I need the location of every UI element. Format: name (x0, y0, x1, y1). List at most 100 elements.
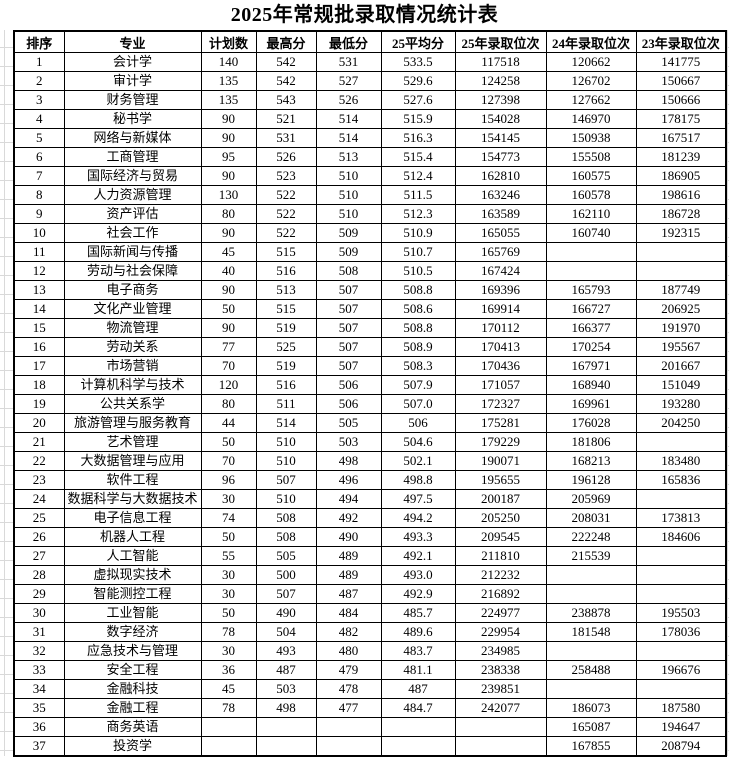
table-cell: 96 (200, 470, 257, 490)
table-cell: 480 (315, 641, 382, 661)
table-cell: 485.7 (380, 603, 456, 623)
table-row: 5 网络与新媒体 90 531 514 516.3 154145 150938 167517 (13, 128, 727, 148)
table-cell: 522 (255, 185, 317, 205)
table-cell: 181548 (545, 622, 637, 642)
table-cell: 498 (315, 451, 382, 471)
table-row: 3 财务管理 135 543 526 527.6 127398 127662 150666 (13, 90, 727, 110)
table-cell: 物流管理 (63, 318, 202, 338)
table-cell (545, 584, 637, 604)
table-cell: 170112 (454, 318, 547, 338)
table-cell: 120662 (545, 52, 637, 72)
table-cell: 513 (255, 280, 317, 300)
table-cell (454, 717, 547, 737)
table-row: 27 人工智能 55 505 489 492.1 211810 215539 (13, 546, 727, 566)
table-cell: 工商管理 (63, 147, 202, 167)
table-cell: 510.5 (380, 261, 456, 281)
table-cell: 201667 (635, 356, 727, 376)
table-cell: 1 (13, 52, 65, 72)
table-cell: 117518 (454, 52, 547, 72)
table-cell: 510 (255, 489, 317, 509)
table-cell: 151049 (635, 375, 727, 395)
table-cell: 195567 (635, 337, 727, 357)
table-cell: 505 (315, 413, 382, 433)
table-cell: 19 (13, 394, 65, 414)
table-cell: 186073 (545, 698, 637, 718)
sheet-gridline-left (4, 0, 5, 756)
table-cell (545, 641, 637, 661)
table-cell: 130 (200, 185, 257, 205)
table-cell: 216892 (454, 584, 547, 604)
table-cell: 资产评估 (63, 204, 202, 224)
table-cell: 26 (13, 527, 65, 547)
table-cell: 514 (255, 413, 317, 433)
table-cell: 70 (200, 451, 257, 471)
table-cell: 200187 (454, 489, 547, 509)
table-cell: 489.6 (380, 622, 456, 642)
table-cell (635, 546, 727, 566)
header-row: 排序 专业 计划数 最高分 最低分 25平均分 25年录取位次 24年录取位次 23年录取位次 (13, 30, 727, 53)
table-cell: 482 (315, 622, 382, 642)
table-cell (635, 432, 727, 452)
table-cell: 90 (200, 318, 257, 338)
table-cell: 160740 (545, 223, 637, 243)
table-row: 29 智能测控工程 30 507 487 492.9 216892 (13, 584, 727, 604)
table-cell: 515.9 (380, 109, 456, 129)
table-cell: 安全工程 (63, 660, 202, 680)
table-cell: 170254 (545, 337, 637, 357)
table-cell: 163589 (454, 204, 547, 224)
table-cell: 7 (13, 166, 65, 186)
table-cell: 12 (13, 261, 65, 281)
table-cell: 162110 (545, 204, 637, 224)
table-cell: 30 (200, 565, 257, 585)
table-cell: 506 (315, 375, 382, 395)
table-cell: 507 (255, 584, 317, 604)
table-cell: 510 (255, 432, 317, 452)
table-cell (635, 679, 727, 699)
table-cell: 5 (13, 128, 65, 148)
table-cell: 22 (13, 451, 65, 471)
column-header: 最低分 (315, 30, 382, 53)
table-cell: 40 (200, 261, 257, 281)
table-cell: 36 (200, 660, 257, 680)
table-cell: 509 (315, 223, 382, 243)
table-cell: 154773 (454, 147, 547, 167)
table-cell: 229954 (454, 622, 547, 642)
table-cell: 32 (13, 641, 65, 661)
table-cell: 8 (13, 185, 65, 205)
table-cell: 242077 (454, 698, 547, 718)
table-cell: 公共关系学 (63, 394, 202, 414)
table-cell: 181239 (635, 147, 727, 167)
table-cell: 205250 (454, 508, 547, 528)
table-cell: 167424 (454, 261, 547, 281)
table-row: 36 商务英语 165087 194647 (13, 717, 727, 737)
table-cell: 504.6 (380, 432, 456, 452)
table-cell (545, 242, 637, 262)
table-cell: 531 (315, 52, 382, 72)
table-cell: 508.3 (380, 356, 456, 376)
table-row: 6 工商管理 95 526 513 515.4 154773 155508 181239 (13, 147, 727, 167)
table-cell: 劳动关系 (63, 337, 202, 357)
table-row: 32 应急技术与管理 30 493 480 483.7 234985 (13, 641, 727, 661)
table-cell: 206925 (635, 299, 727, 319)
table-cell: 167517 (635, 128, 727, 148)
table-cell: 市场营销 (63, 356, 202, 376)
table-cell: 50 (200, 432, 257, 452)
table-cell: 183480 (635, 451, 727, 471)
table-cell: 498 (255, 698, 317, 718)
table-cell: 90 (200, 109, 257, 129)
table-cell: 526 (315, 90, 382, 110)
table-cell: 28 (13, 565, 65, 585)
sheet-gridline-right (727, 0, 728, 756)
table-cell: 198616 (635, 185, 727, 205)
table-cell: 45 (200, 242, 257, 262)
table-cell: 515 (255, 242, 317, 262)
table-cell: 166377 (545, 318, 637, 338)
table-cell: 507 (315, 280, 382, 300)
table-cell: 172327 (454, 394, 547, 414)
table-cell: 169961 (545, 394, 637, 414)
table-row: 18 计算机科学与技术 120 516 506 507.9 171057 168940 1510… (13, 375, 727, 395)
table-cell: 510.9 (380, 223, 456, 243)
table-cell: 27 (13, 546, 65, 566)
table-cell: 24 (13, 489, 65, 509)
table-cell: 80 (200, 204, 257, 224)
